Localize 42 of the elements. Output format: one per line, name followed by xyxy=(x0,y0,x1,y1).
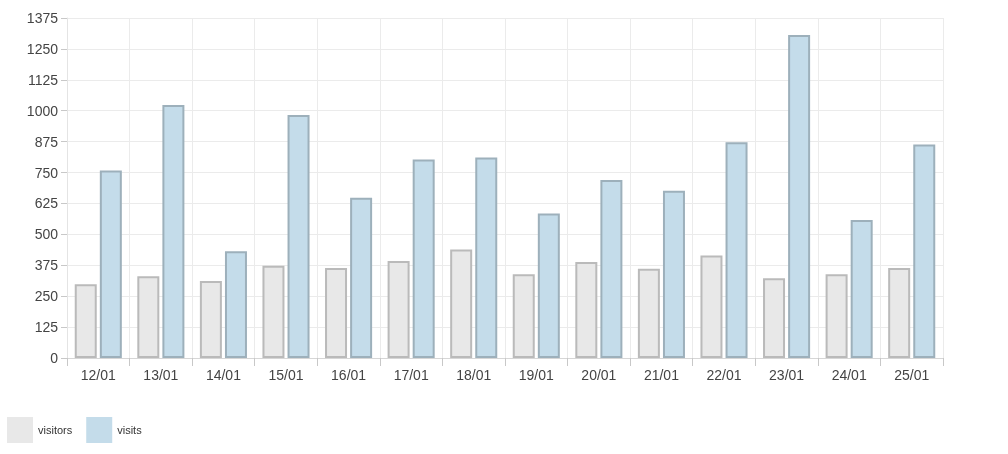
bar xyxy=(99,170,122,358)
bar xyxy=(287,114,310,358)
x-tick-label: 17/01 xyxy=(393,367,429,383)
x-tick-label: 24/01 xyxy=(831,367,867,383)
y-tick-label: 375 xyxy=(34,257,59,274)
x-tick-label: 22/01 xyxy=(706,367,742,383)
bar xyxy=(350,197,373,358)
x-tick-label: 20/01 xyxy=(581,367,617,383)
bar xyxy=(600,179,623,358)
bar xyxy=(788,35,811,358)
legend-label: visitors xyxy=(38,424,73,436)
bar xyxy=(662,190,685,358)
x-tick-label: 23/01 xyxy=(769,367,805,383)
y-tick-label: 1375 xyxy=(26,10,59,26)
bar xyxy=(725,142,748,358)
y-tick-label: 0 xyxy=(50,350,59,366)
y-tick-label: 1000 xyxy=(26,102,59,119)
x-tick-label: 21/01 xyxy=(643,367,680,383)
x-tick-label: 13/01 xyxy=(143,367,179,383)
x-tick-label: 18/01 xyxy=(456,367,492,383)
y-tick-label: 875 xyxy=(34,133,59,150)
x-tick-label: 14/01 xyxy=(205,367,242,383)
legend-label: visits xyxy=(117,424,143,436)
y-tick-label: 1125 xyxy=(27,71,59,88)
bar xyxy=(913,144,936,358)
bar xyxy=(475,157,498,358)
bar xyxy=(850,220,873,358)
bar xyxy=(537,213,560,358)
y-tick-label: 750 xyxy=(34,164,59,181)
x-tick-label: 25/01 xyxy=(894,367,930,383)
y-tick-label: 1250 xyxy=(26,40,59,57)
y-tick-label: 625 xyxy=(34,195,59,212)
x-tick-label: 15/01 xyxy=(268,367,304,383)
bar xyxy=(412,159,435,358)
y-tick-label: 125 xyxy=(34,319,59,336)
x-tick-label: 12/01 xyxy=(80,367,117,383)
x-tick-label: 16/01 xyxy=(331,367,367,383)
y-tick-label: 250 xyxy=(34,288,59,305)
y-tick-label: 500 xyxy=(34,226,59,243)
x-tick-label: 19/01 xyxy=(518,367,555,383)
bar xyxy=(224,251,247,358)
bar xyxy=(162,105,185,358)
